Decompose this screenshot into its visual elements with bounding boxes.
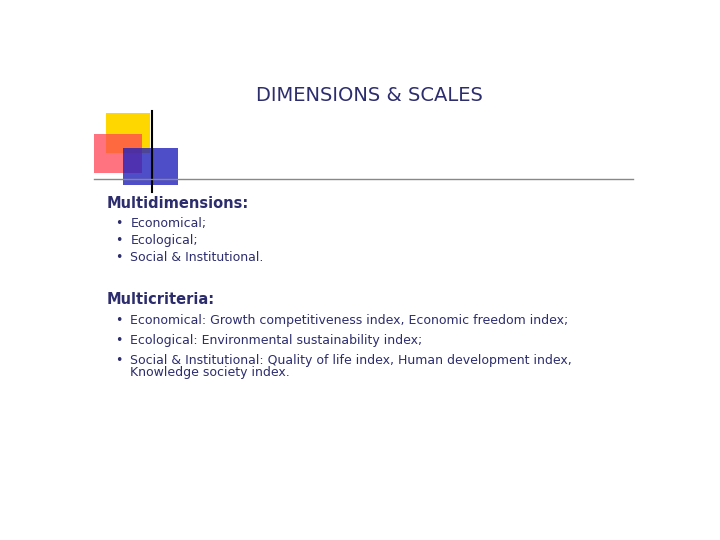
Bar <box>106 112 150 153</box>
Text: Ecological: Environmental sustainability index;: Ecological: Environmental sustainability… <box>130 334 423 347</box>
Text: Economical: Growth competitiveness index, Economic freedom index;: Economical: Growth competitiveness index… <box>130 314 569 327</box>
Text: Social & Institutional.: Social & Institutional. <box>130 251 264 264</box>
Bar <box>94 134 142 173</box>
Text: DIMENSIONS & SCALES: DIMENSIONS & SCALES <box>256 86 482 105</box>
Text: Social & Institutional: Quality of life index, Human development index,: Social & Institutional: Quality of life … <box>130 354 572 367</box>
Text: Knowledge society index.: Knowledge society index. <box>130 366 290 379</box>
Text: •: • <box>114 234 122 247</box>
Text: Economical;: Economical; <box>130 217 207 230</box>
Text: •: • <box>114 334 122 347</box>
Text: Ecological;: Ecological; <box>130 234 198 247</box>
Text: •: • <box>114 217 122 230</box>
Text: •: • <box>114 251 122 264</box>
Text: •: • <box>114 354 122 367</box>
Text: Multidimensions:: Multidimensions: <box>107 195 249 211</box>
Bar <box>122 148 179 185</box>
Text: Multicriteria:: Multicriteria: <box>107 292 215 307</box>
Text: •: • <box>114 314 122 327</box>
